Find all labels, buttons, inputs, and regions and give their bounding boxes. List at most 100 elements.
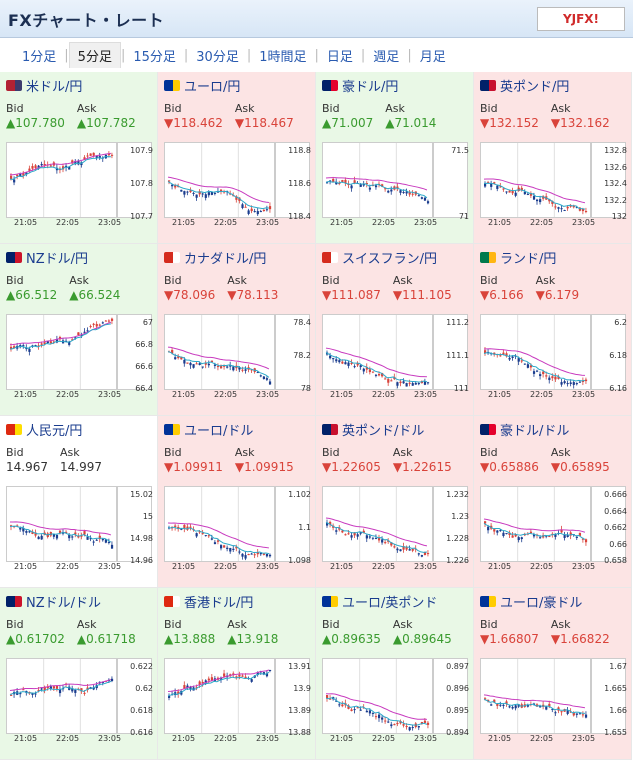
tab-4[interactable]: 1時間足 [259,49,307,65]
candlestick-chart[interactable] [6,486,152,562]
pair-name[interactable]: 英ポンド/円 [480,76,625,95]
candlestick-chart[interactable] [164,486,310,562]
pair-panel[interactable]: 豪ドル/円 Bid ▲71.007 Ask ▲71.014 71.5 71 21:05 22:0… [316,72,474,244]
y-tick-label: 107.9 [130,146,153,155]
candle-body [417,553,420,555]
candlestick-chart[interactable] [322,314,468,390]
candle-body [505,353,508,357]
candlestick-chart[interactable] [6,142,152,218]
moving-average-line [483,182,585,210]
candle-body [548,536,551,538]
candlestick-chart[interactable] [480,658,626,734]
candle-body [426,722,430,725]
candlestick-chart[interactable] [164,314,310,390]
pair-name[interactable]: スイスフラン/円 [322,248,467,267]
candle-body [40,163,43,166]
candle-body [107,541,111,543]
candlestick-chart[interactable] [480,142,626,218]
tab-5[interactable]: 日足 [326,49,353,65]
candle-body [490,704,493,706]
bid-column: Bid ▲107.780 [6,102,65,130]
tab-0[interactable]: 1分足 [22,49,57,65]
candle-body [378,374,381,376]
pair-name[interactable]: 香港ドル/円 [164,592,309,611]
pair-name[interactable]: NZドル/円 [6,248,151,267]
pair-name[interactable]: NZドル/ドル [6,592,151,611]
y-tick-label: 111.2 [446,318,469,327]
tab-3[interactable]: 30分足 [196,49,239,65]
candlestick-chart[interactable] [164,658,310,734]
pair-panel[interactable]: ユーロ/ドル Bid ▼1.09911 Ask ▼1.09915 1.102 1.1 1.09… [158,416,316,588]
pair-panel[interactable]: 英ポンド/円 Bid ▼132.152 Ask ▼132.162 132.8 132.6 13… [474,72,632,244]
y-tick-label: 0.618 [130,706,153,715]
x-tick-label: 22:05 [56,734,80,743]
pair-name[interactable]: ユーロ/豪ドル [480,592,625,611]
x-tick-label: 21:05 [330,390,354,399]
candle-body [204,680,207,684]
candle-body [551,708,554,710]
tab-2[interactable]: 15分足 [133,49,176,65]
tab-6[interactable]: 週足 [373,49,400,65]
pair-panel[interactable]: ユーロ/英ポンド Bid ▲0.89635 Ask ▲0.89645 0.897 0.896… [316,588,474,760]
ask-price: ▲0.61718 [76,632,136,646]
candle-body [560,711,563,713]
pair-panel[interactable]: ユーロ/豪ドル Bid ▼1.66807 Ask ▼1.66822 1.67 1.665 1.… [474,588,632,760]
candlestick-chart[interactable] [6,314,152,390]
pair-panel[interactable]: 英ポンド/ドル Bid ▼1.22605 Ask ▼1.22615 1.232 1.23 1.… [316,416,474,588]
tab-separator: | [246,47,252,63]
pair-panel[interactable]: 豪ドル/ドル Bid ▼0.65886 Ask ▼0.65895 0.666 0.664 0.… [474,416,632,588]
candle-body [326,695,329,699]
y-tick-label: 15.02 [130,490,153,499]
pair-panel[interactable]: NZドル/ドル Bid ▲0.61702 Ask ▲0.61718 0.622 0.62 0.… [0,588,158,760]
pair-name[interactable]: 豪ドル/円 [322,76,467,95]
pair-name[interactable]: 豪ドル/ドル [480,420,625,439]
candlestick-chart[interactable] [322,658,468,734]
candle-body [43,163,46,166]
candlestick-chart[interactable] [322,486,468,562]
pair-name[interactable]: ユーロ/ドル [164,420,309,439]
x-tick-label: 21:05 [330,734,354,743]
tab-1[interactable]: 5分足 [68,42,121,68]
candle-body [40,535,43,540]
pair-panel[interactable]: NZドル/円 Bid ▲66.512 Ask ▲66.524 67 66.8 66.6 66.4… [0,244,158,416]
candlestick-chart[interactable] [164,142,310,218]
candle-body [390,724,393,727]
pair-name[interactable]: カナダドル/円 [164,248,309,267]
x-tick-label: 21:05 [172,218,196,227]
pair-name[interactable]: ユーロ/円 [164,76,309,95]
ask-label: Ask [234,446,255,459]
pair-panel[interactable]: スイスフラン/円 Bid ▼111.087 Ask ▼111.105 111.2 111.1… [316,244,474,416]
pair-name[interactable]: ランド/円 [480,248,625,267]
candle-body [502,188,505,190]
pair-label: 人民元/円 [26,423,83,439]
candlestick-chart[interactable] [322,142,468,218]
y-tick-label: 1.232 [446,490,469,499]
flag-icon [164,595,180,607]
candle-body [238,674,241,677]
pair-panel[interactable]: カナダドル/円 Bid ▼78.096 Ask ▼78.113 78.4 78.2 78 21:… [158,244,316,416]
candlestick-chart[interactable] [480,486,626,562]
bid-label: Bid [322,446,340,459]
candle-body [174,185,177,188]
pair-panel[interactable]: ユーロ/円 Bid ▼118.462 Ask ▼118.467 118.8 118.6 118… [158,72,316,244]
pair-panel[interactable]: 米ドル/円 Bid ▲107.780 Ask ▲107.782 107.9 107.8 107… [0,72,158,244]
pair-panel[interactable]: 人民元/円 Bid 14.967 Ask 14.997 15.02 15 14.98 14.96… [0,416,158,588]
pair-panel[interactable]: ランド/円 Bid ▼6.166 Ask ▼6.179 6.2 6.18 6.16 21:05 2… [474,244,632,416]
candlestick-chart[interactable] [480,314,626,390]
tab-7[interactable]: 月足 [419,49,446,65]
candlestick-chart[interactable] [6,658,152,734]
candle-body [548,703,551,707]
candle-body [46,686,49,689]
pair-name[interactable]: 英ポンド/ドル [322,420,467,439]
moving-average-line [325,697,428,726]
pair-name[interactable]: 米ドル/円 [6,76,151,95]
candle-body [55,534,59,539]
candle-body [201,533,204,535]
y-tick-label: 0.616 [130,728,153,737]
pair-name[interactable]: 人民元/円 [6,420,151,439]
yjfx-logo[interactable]: YJFX! [537,6,625,31]
candle-body [58,530,62,534]
pair-panel[interactable]: 香港ドル/円 Bid ▲13.888 Ask ▲13.918 13.91 13.9 13.89… [158,588,316,760]
pair-name[interactable]: ユーロ/英ポンド [322,592,467,611]
candle-body [174,357,177,360]
